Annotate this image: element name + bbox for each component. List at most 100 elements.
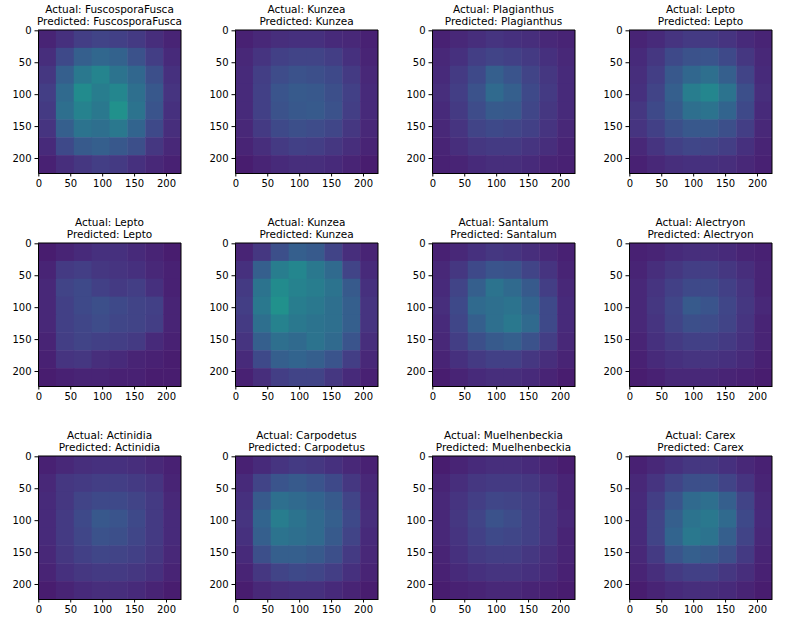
y-tick-mark <box>35 243 39 244</box>
heatmap-cell <box>557 510 575 528</box>
heatmap-cell <box>289 297 307 315</box>
heatmap-cell <box>521 66 539 84</box>
heatmap-cell <box>56 155 74 173</box>
x-tick: 0 <box>233 173 239 189</box>
heatmap-cell <box>504 528 522 546</box>
title: Actual: Kunzea <box>268 3 346 15</box>
heatmap-cell <box>754 261 772 279</box>
heatmap-cell <box>307 456 325 474</box>
y-tick-mark <box>232 520 236 521</box>
y-tick-label: 200 <box>209 153 228 164</box>
heatmap-cell <box>683 510 701 528</box>
heatmap-cell <box>38 474 56 492</box>
heatmap-cell <box>754 137 772 155</box>
y-tick-label: 150 <box>209 334 228 345</box>
heatmap-cell <box>342 261 360 279</box>
heatmap-cell <box>647 545 665 563</box>
heatmap-cell <box>683 137 701 155</box>
heatmap-cell <box>342 119 360 137</box>
heatmap-cell <box>754 155 772 173</box>
y-tick: 100 <box>603 515 629 526</box>
heatmap-cell <box>360 297 378 315</box>
heatmap-cell <box>557 528 575 546</box>
y-tick-label: 150 <box>603 121 622 132</box>
heatmap-cell <box>253 119 271 137</box>
x-tick-label: 150 <box>519 391 538 402</box>
heatmap-cell <box>38 261 56 279</box>
heatmap-cell <box>163 332 181 350</box>
x-tick-mark <box>166 386 167 390</box>
heatmap-cell <box>683 261 701 279</box>
heatmap-cell <box>307 243 325 261</box>
heatmap-cells <box>235 30 378 173</box>
heatmap-cell <box>289 474 307 492</box>
x-tick: 200 <box>157 386 176 402</box>
x-axis-line <box>39 386 182 387</box>
heatmap-cell <box>342 297 360 315</box>
y-tick: 0 <box>616 238 629 249</box>
heatmap-cell <box>468 492 486 510</box>
y-tick: 50 <box>19 57 38 68</box>
y-tick: 50 <box>413 57 432 68</box>
x-tick: 200 <box>157 599 176 615</box>
heatmap-cell <box>521 456 539 474</box>
heatmap-cell <box>324 155 342 173</box>
y-tick-label: 0 <box>25 451 31 462</box>
heatmap-cell <box>432 243 450 261</box>
x-tick-label: 50 <box>261 604 274 615</box>
heatmap-cell <box>145 243 163 261</box>
heatmap-cell <box>92 102 110 120</box>
heatmap-cell <box>521 528 539 546</box>
heatmap-cell <box>360 48 378 66</box>
y-tick-mark <box>429 371 433 372</box>
x-tick: 150 <box>125 386 144 402</box>
x-tick-label: 100 <box>290 391 309 402</box>
heatmap-cell <box>701 581 719 599</box>
x-tick-label: 200 <box>748 391 767 402</box>
heatmap-cell <box>432 102 450 120</box>
y-tick: 100 <box>603 89 629 100</box>
heatmap-cell <box>253 456 271 474</box>
heatmap-cell <box>718 102 736 120</box>
heatmap-cell <box>307 315 325 333</box>
heatmap-cell <box>324 545 342 563</box>
y-tick: 100 <box>209 89 235 100</box>
heatmap-cell <box>432 474 450 492</box>
y-axis-line <box>432 244 433 387</box>
x-tick-mark <box>38 599 39 603</box>
heatmap-cell <box>486 332 504 350</box>
heatmap-cell <box>342 84 360 102</box>
heatmap-cell <box>557 492 575 510</box>
heatmap-cell <box>324 66 342 84</box>
heatmap-cell <box>38 102 56 120</box>
y-tick-mark <box>626 520 630 521</box>
heatmap-cell <box>468 297 486 315</box>
heatmap-cell <box>307 545 325 563</box>
y-tick-mark <box>35 158 39 159</box>
heatmap-cell <box>504 261 522 279</box>
heatmap-cell <box>539 66 557 84</box>
heatmap-cell <box>539 368 557 386</box>
heatmap-cell <box>324 510 342 528</box>
heatmap-cell <box>718 581 736 599</box>
heatmap-cell <box>56 48 74 66</box>
y-tick-mark <box>429 488 433 489</box>
x-tick: 50 <box>458 599 471 615</box>
heatmap-cell <box>163 510 181 528</box>
y-tick: 50 <box>216 483 235 494</box>
y-tick-label: 100 <box>406 515 425 526</box>
title: Predicted: FuscosporaFusca <box>37 15 182 27</box>
heatmap-cell <box>557 48 575 66</box>
y-tick: 0 <box>222 25 235 36</box>
y-tick-label: 100 <box>12 89 31 100</box>
heatmap-cell <box>74 243 92 261</box>
heatmap-cell <box>718 243 736 261</box>
x-tick-label: 100 <box>684 391 703 402</box>
heatmap-cell <box>432 510 450 528</box>
heatmap-cell <box>736 155 754 173</box>
y-tick-mark <box>626 243 630 244</box>
y-tick-mark <box>626 30 630 31</box>
heatmap-cell <box>289 563 307 581</box>
heatmap-cell <box>557 261 575 279</box>
heatmap-cell <box>127 563 145 581</box>
